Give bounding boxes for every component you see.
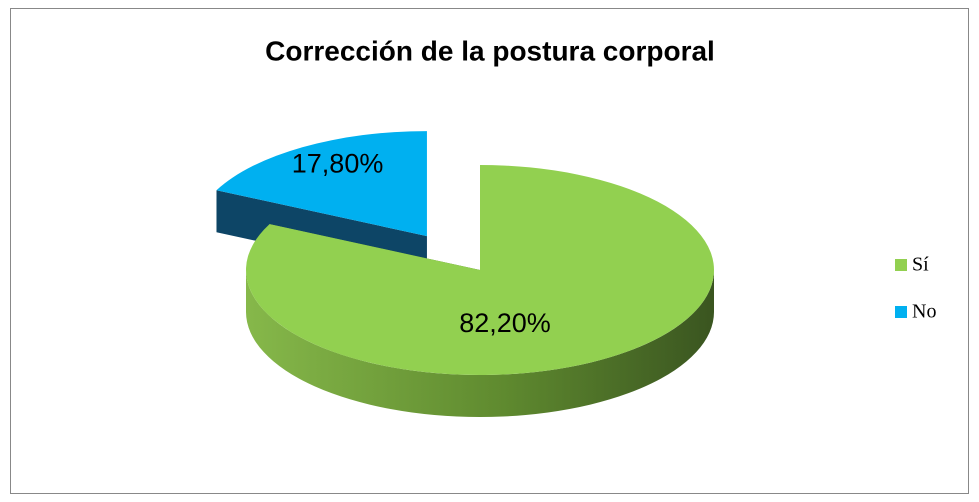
legend-label: Sí: [912, 254, 929, 276]
slice-side: [246, 270, 714, 417]
slice: [216, 131, 427, 237]
legend-label: No: [912, 301, 936, 323]
data-label: 17,80%: [292, 149, 384, 179]
legend-swatch: [895, 306, 907, 318]
chart-title: Corrección de la postura corporal: [265, 35, 715, 66]
slice: [245, 165, 715, 375]
data-label: 82,20%: [459, 308, 551, 338]
legend-swatch: [895, 259, 907, 271]
